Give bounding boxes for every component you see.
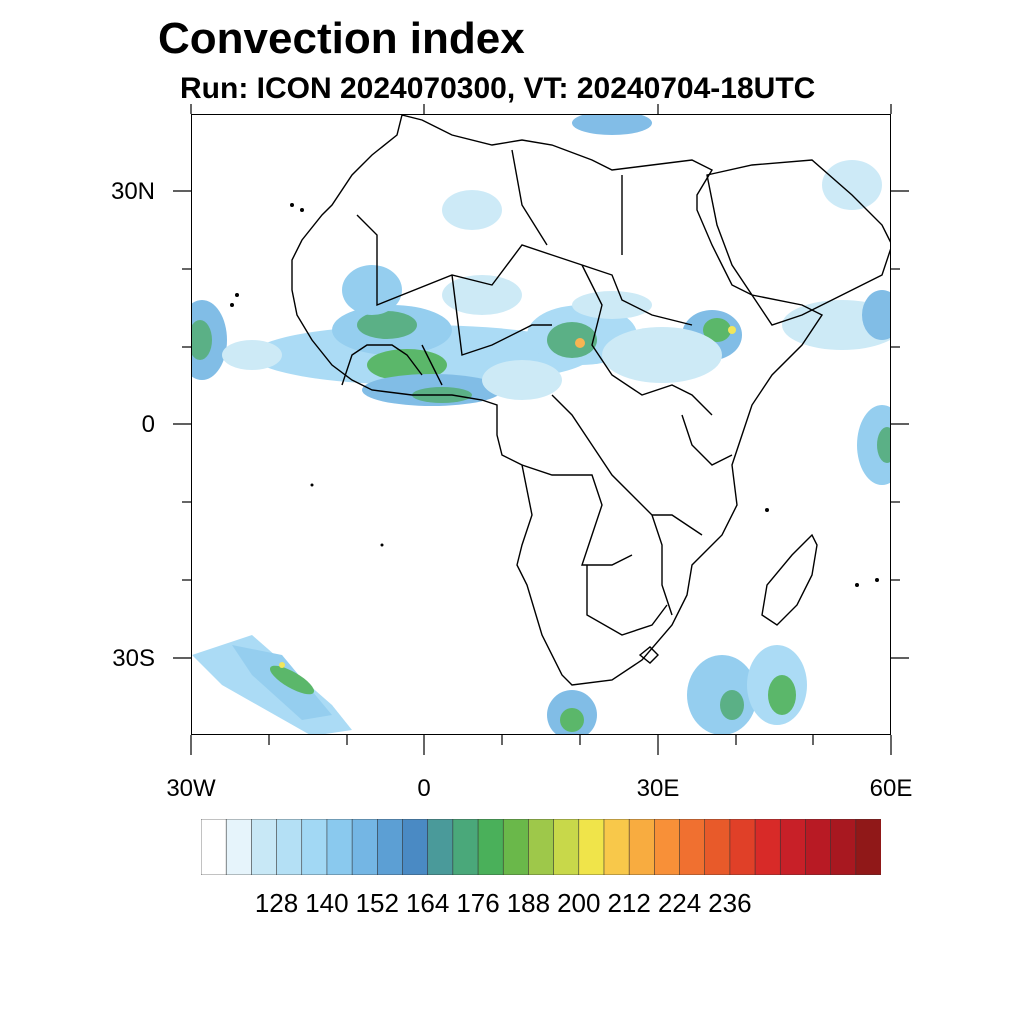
y-tick-label-0: 0 [141, 411, 155, 438]
colorbar-swatch [779, 819, 807, 875]
y-tick-label-30n: 30N [110, 178, 155, 205]
colorbar [201, 819, 881, 875]
colorbar-swatch [427, 819, 454, 875]
x-tick-label-30w: 30W [166, 775, 216, 802]
colorbar-swatch [805, 819, 832, 875]
colorbar-swatch [855, 819, 881, 875]
colorbar-swatch [477, 819, 505, 875]
colorbar-swatch [377, 819, 404, 875]
colorbar-tick-label: 164 [405, 888, 450, 918]
colorbar-swatch [729, 819, 756, 875]
colorbar-swatch [201, 819, 227, 875]
colorbar-tick-label: 152 [355, 888, 399, 918]
colorbar-swatch [502, 819, 530, 875]
colorbar-swatch [628, 819, 656, 875]
colorbar-swatch [704, 819, 731, 875]
colorbar-swatch [830, 819, 857, 875]
colorbar-swatch [452, 819, 479, 875]
colorbar-swatch [301, 819, 328, 875]
coastlines [291, 115, 890, 686]
colorbar-tick-label: 224 [657, 888, 702, 918]
colorbar-swatch [754, 819, 782, 875]
colorbar-swatch [679, 819, 706, 875]
plot-subtitle: Run: ICON 2024070300, VT: 20240704-18UTC [180, 72, 816, 105]
x-tick-label-0: 0 [417, 775, 431, 802]
colorbar-swatch [654, 819, 681, 875]
convection-shading [192, 115, 890, 734]
colorbar-swatch [225, 819, 253, 875]
colorbar-swatch [326, 819, 353, 875]
colorbar-swatch [528, 819, 555, 875]
colorbar-tick-label: 128 [254, 888, 299, 918]
colorbar-swatch [351, 819, 379, 875]
map-panel [191, 114, 891, 735]
colorbar-tick-label: 176 [456, 888, 500, 918]
colorbar-swatch [251, 819, 278, 875]
x-tick-label-60e: 60E [869, 775, 913, 802]
colorbar-swatch [578, 819, 605, 875]
colorbar-swatch [603, 819, 630, 875]
colorbar-tick-label: 212 [607, 888, 651, 918]
x-tick-label-30e: 30E [636, 775, 680, 802]
colorbar-swatch [276, 819, 303, 875]
plot-title: Convection index [158, 14, 525, 63]
colorbar-tick-label: 236 [708, 888, 752, 918]
islands [230, 203, 879, 587]
colorbar-tick-label: 140 [305, 888, 349, 918]
colorbar-swatch [402, 819, 429, 875]
colorbar-swatch [553, 819, 580, 875]
y-tick-label-30s: 30S [112, 645, 155, 672]
map-canvas [192, 115, 890, 734]
colorbar-tick-label: 188 [506, 888, 551, 918]
colorbar-tick-label: 200 [557, 888, 601, 918]
